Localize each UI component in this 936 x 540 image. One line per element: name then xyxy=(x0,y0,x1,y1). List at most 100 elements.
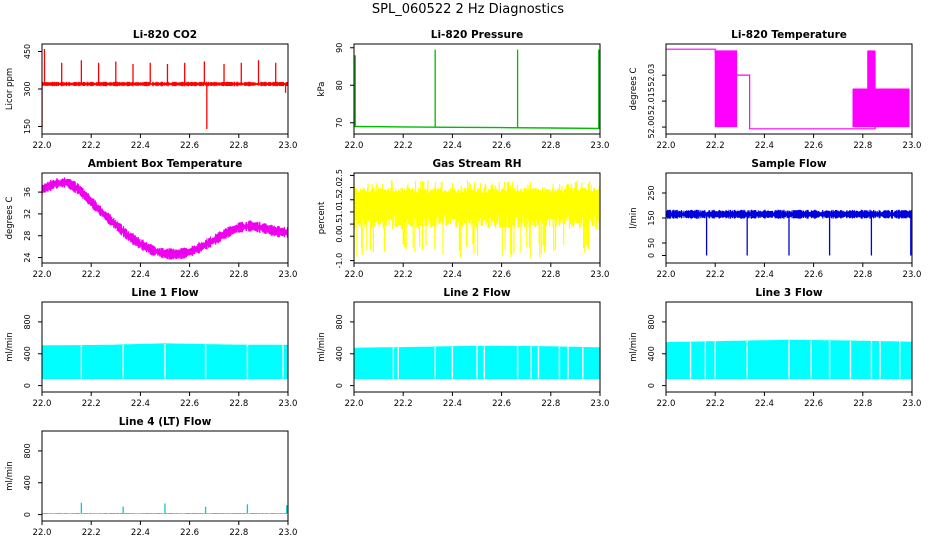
x-tick-label: 22.2 xyxy=(706,141,725,151)
data-layer xyxy=(666,48,910,130)
series-band xyxy=(42,513,288,514)
x-tick-label: 22.4 xyxy=(443,270,462,280)
y-axis-label: l/min xyxy=(629,207,639,228)
chart-title: Li-820 Temperature xyxy=(731,29,847,41)
data-layer xyxy=(42,177,288,260)
chart-panel-3: Ambient Box Temperature degrees C 22.0 22.2… xyxy=(5,158,297,280)
x-tick-label: 22.2 xyxy=(706,270,725,280)
x-tick-label: 22.6 xyxy=(492,399,511,409)
x-tick-label: 22.6 xyxy=(180,270,199,280)
data-layer xyxy=(666,339,912,379)
y-tick-label: 0 xyxy=(23,512,32,517)
data-layer xyxy=(666,209,912,256)
y-axis-label: ml/min xyxy=(629,332,639,362)
chart-panel-0: Li-820 CO2 Licor ppm 22.0 22.2 22.4 22.6 22.8 2… xyxy=(5,29,297,151)
series-band xyxy=(42,81,288,87)
y-axis-label: percent xyxy=(317,201,327,234)
y-tick-label: 90 xyxy=(335,43,344,53)
x-tick-label: 22.2 xyxy=(394,399,413,409)
y-tick-label: 52.00 xyxy=(647,116,656,139)
y-tick-label: -1.0 xyxy=(335,253,344,269)
series-noise-block xyxy=(867,50,876,128)
y-tick-label: 400 xyxy=(647,346,656,361)
y-tick-label: 0.0 xyxy=(335,230,344,243)
y-tick-label: 0 xyxy=(23,383,32,388)
y-axis-label: ml/min xyxy=(5,461,15,491)
y-tick-label: 0.5 xyxy=(335,218,344,231)
plot-frame xyxy=(41,172,289,264)
x-tick-label: 22.0 xyxy=(33,270,52,280)
chart-title: Line 3 Flow xyxy=(755,287,822,299)
x-tick-label: 22.4 xyxy=(131,399,150,409)
x-tick-label: 22.8 xyxy=(229,399,248,409)
y-tick-label: 1.0 xyxy=(335,206,344,219)
plot-frame xyxy=(665,301,913,393)
series-line xyxy=(354,125,600,130)
x-tick-label: 23.0 xyxy=(279,270,298,280)
x-tick-label: 22.4 xyxy=(443,141,462,151)
y-tick-label: 50 xyxy=(647,238,656,248)
y-tick-label: 150 xyxy=(647,210,656,225)
plot-frame xyxy=(353,301,601,393)
x-tick-label: 23.0 xyxy=(591,141,610,151)
y-tick-label: 1.5 xyxy=(335,193,344,206)
x-tick-label: 23.0 xyxy=(903,270,922,280)
chart-panel-7: Line 2 Flow ml/min 22.0 22.2 22.4 22.6 22.8 23.… xyxy=(317,287,609,409)
x-tick-label: 22.6 xyxy=(804,141,823,151)
x-tick-label: 22.0 xyxy=(657,270,676,280)
y-axis-label: kPa xyxy=(317,82,327,97)
y-tick-label: 400 xyxy=(23,346,32,361)
x-tick-label: 22.6 xyxy=(804,399,823,409)
y-tick-label: 80 xyxy=(335,80,344,90)
x-tick-label: 22.0 xyxy=(33,399,52,409)
data-layer xyxy=(42,343,288,379)
x-tick-label: 22.0 xyxy=(345,399,364,409)
x-tick-label: 22.2 xyxy=(394,270,413,280)
y-tick-label: 2.5 xyxy=(335,169,344,182)
x-tick-label: 22.2 xyxy=(394,141,413,151)
plot-frame xyxy=(353,172,601,264)
chart-panel-6: Line 1 Flow ml/min 22.0 22.2 22.4 22.6 22.8 23.… xyxy=(5,287,297,409)
x-tick-label: 22.0 xyxy=(33,528,52,538)
x-tick-label: 22.2 xyxy=(82,270,101,280)
y-tick-label: 800 xyxy=(23,314,32,329)
x-tick-label: 22.6 xyxy=(492,270,511,280)
y-tick-label: 450 xyxy=(23,44,32,59)
x-tick-label: 22.8 xyxy=(229,141,248,151)
y-axis-label: degrees C xyxy=(629,68,639,111)
plot-frame xyxy=(41,301,289,393)
x-tick-label: 22.0 xyxy=(657,399,676,409)
x-tick-label: 22.4 xyxy=(131,528,150,538)
x-tick-label: 22.2 xyxy=(82,399,101,409)
y-tick-label: 52.03 xyxy=(647,64,656,87)
chart-title: Sample Flow xyxy=(751,158,826,170)
x-tick-label: 22.6 xyxy=(180,399,199,409)
chart-title: Gas Stream RH xyxy=(432,158,521,170)
x-tick-label: 22.8 xyxy=(853,399,872,409)
x-tick-label: 22.0 xyxy=(33,141,52,151)
x-tick-label: 22.4 xyxy=(131,270,150,280)
x-tick-label: 22.4 xyxy=(755,141,774,151)
x-tick-label: 22.2 xyxy=(82,528,101,538)
x-tick-label: 22.6 xyxy=(180,141,199,151)
y-tick-label: 400 xyxy=(335,346,344,361)
chart-panel-8: Line 3 Flow ml/min 22.0 22.2 22.4 22.6 22.8 23.… xyxy=(629,287,921,409)
data-layer xyxy=(354,345,600,379)
x-tick-label: 23.0 xyxy=(903,399,922,409)
y-tick-label: 24 xyxy=(23,252,32,262)
chart-title: Li-820 CO2 xyxy=(133,29,197,41)
y-tick-label: 28 xyxy=(23,231,32,241)
chart-panel-2: Li-820 Temperature degrees C 22.0 22.2 22.4 2… xyxy=(629,29,921,151)
x-tick-label: 23.0 xyxy=(279,528,298,538)
y-axis-label: Licor ppm xyxy=(5,68,15,110)
y-tick-label: 250 xyxy=(647,185,656,200)
x-tick-label: 22.2 xyxy=(82,141,101,151)
x-tick-label: 22.0 xyxy=(345,141,364,151)
x-tick-label: 22.8 xyxy=(541,270,560,280)
plot-frame xyxy=(665,43,913,135)
x-tick-label: 22.8 xyxy=(541,141,560,151)
chart-title: Line 2 Flow xyxy=(443,287,510,299)
x-tick-label: 22.6 xyxy=(492,141,511,151)
